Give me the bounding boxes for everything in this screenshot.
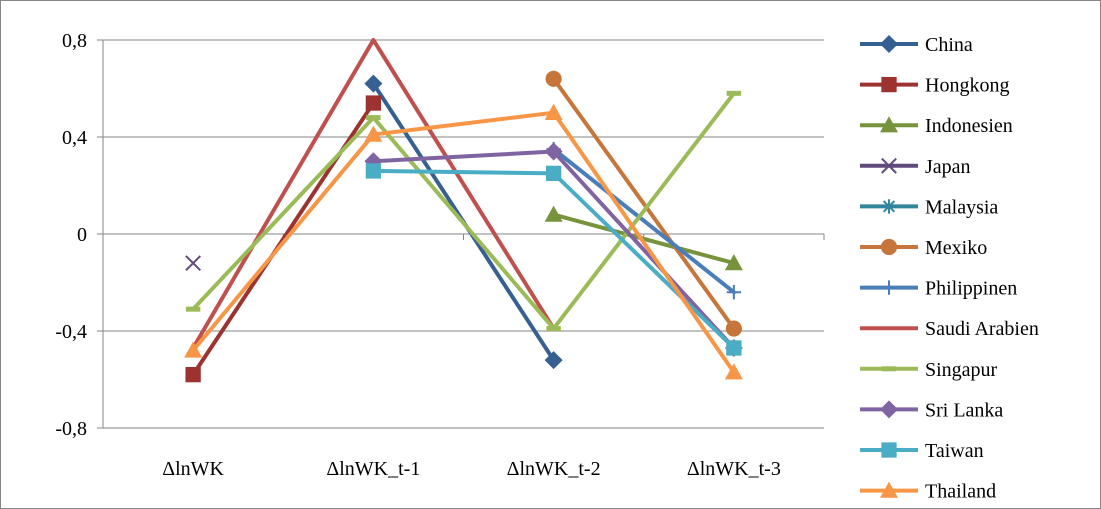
series-line (551, 147, 736, 295)
data-point-marker (880, 400, 898, 419)
data-point-marker (881, 199, 897, 214)
series-indonesien (544, 205, 743, 271)
legend-label: Taiwan (925, 440, 984, 462)
data-point-marker (724, 254, 743, 271)
data-point-marker (881, 366, 897, 372)
legend-label: Mexiko (925, 237, 987, 259)
series-mexiko (545, 70, 742, 337)
legend-item-sri-lanka: Sri Lanka (860, 399, 1003, 421)
data-point-marker (880, 35, 898, 53)
legend-label: Philippinen (925, 278, 1017, 300)
data-point-marker (544, 351, 563, 370)
data-point-marker (726, 90, 742, 96)
y-tick-label: -0,8 (55, 418, 87, 440)
data-point-marker (726, 285, 742, 300)
axes: 0,8 0,4 0 -0,4 -0,8 ΔlnWK ΔlnWK_t-1 ΔlnWK_t-2 Δl… (55, 30, 825, 480)
legend-label: Singapur (925, 359, 998, 381)
data-point-marker (544, 205, 563, 222)
series-line (191, 110, 736, 375)
legend-item-japan: Japan (860, 156, 971, 178)
legend-item-indonesien: Indonesien (860, 115, 1013, 137)
y-tick-label: 0 (77, 224, 87, 246)
data-point-marker (726, 340, 742, 356)
legend-label: Saudi Arabien (925, 318, 1039, 340)
legend-label: Sri Lanka (925, 399, 1003, 421)
x-tick-label: ΔlnWK_t-1 (326, 458, 420, 480)
legend: China Hongkong Indonesien Japan Malaysia Mexi… (860, 34, 1039, 503)
data-point-marker (881, 442, 897, 458)
data-point-marker (544, 142, 563, 161)
legend-label: Malaysia (925, 196, 998, 218)
legend-item-mexiko: Mexiko (860, 237, 987, 259)
legend-label: China (925, 34, 973, 56)
legend-label: Japan (925, 156, 971, 178)
legend-label: Thailand (925, 481, 996, 503)
series-line (551, 76, 736, 331)
series-singapur (185, 90, 742, 332)
legend-item-singapur: Singapur (860, 359, 998, 381)
series-japan (185, 255, 202, 272)
data-point-marker (880, 238, 898, 256)
data-point-marker (185, 306, 201, 312)
data-point-marker (725, 320, 742, 337)
series-line (191, 91, 736, 331)
data-point-marker (364, 74, 383, 93)
series-thailand (184, 103, 743, 380)
data-point-marker (185, 255, 202, 272)
y-tick-label: -0,4 (55, 321, 87, 343)
data-point-marker (364, 125, 383, 142)
series-taiwan (365, 163, 742, 356)
y-tick-label: 0,8 (62, 30, 87, 52)
data-point-marker (880, 116, 898, 133)
data-point-marker (366, 115, 381, 121)
series-lines (184, 38, 743, 383)
legend-label: Hongkong (925, 75, 1009, 97)
data-point-marker (881, 157, 897, 174)
data-point-marker (544, 103, 563, 120)
data-point-marker (365, 95, 382, 111)
legend-label: Indonesien (925, 115, 1013, 137)
data-point-marker (184, 341, 203, 358)
data-point-marker (546, 326, 561, 332)
legend-item-china: China (860, 34, 973, 56)
data-point-marker (881, 280, 897, 295)
legend-item-philippinen: Philippinen (860, 278, 1017, 300)
data-point-marker (545, 165, 562, 182)
data-point-marker (881, 76, 897, 93)
data-point-marker (185, 367, 201, 383)
x-tick-label: ΔlnWK_t-2 (507, 458, 601, 480)
legend-item-malaysia: Malaysia (860, 196, 998, 218)
x-tick-label: ΔlnWK (162, 458, 224, 480)
data-point-marker (365, 163, 382, 179)
legend-item-hongkong: Hongkong (860, 75, 1009, 97)
series-line (551, 212, 736, 266)
data-point-marker (880, 481, 898, 498)
data-point-marker (545, 70, 562, 87)
legend-item-thailand: Thailand (860, 481, 996, 503)
legend-item-saudi-arabien: Saudi Arabien (860, 318, 1039, 340)
x-tick-label: ΔlnWK_t-3 (687, 458, 781, 480)
y-tick-label: 0,4 (62, 127, 87, 149)
legend-item-taiwan: Taiwan (860, 440, 984, 462)
data-point-marker (724, 363, 743, 380)
